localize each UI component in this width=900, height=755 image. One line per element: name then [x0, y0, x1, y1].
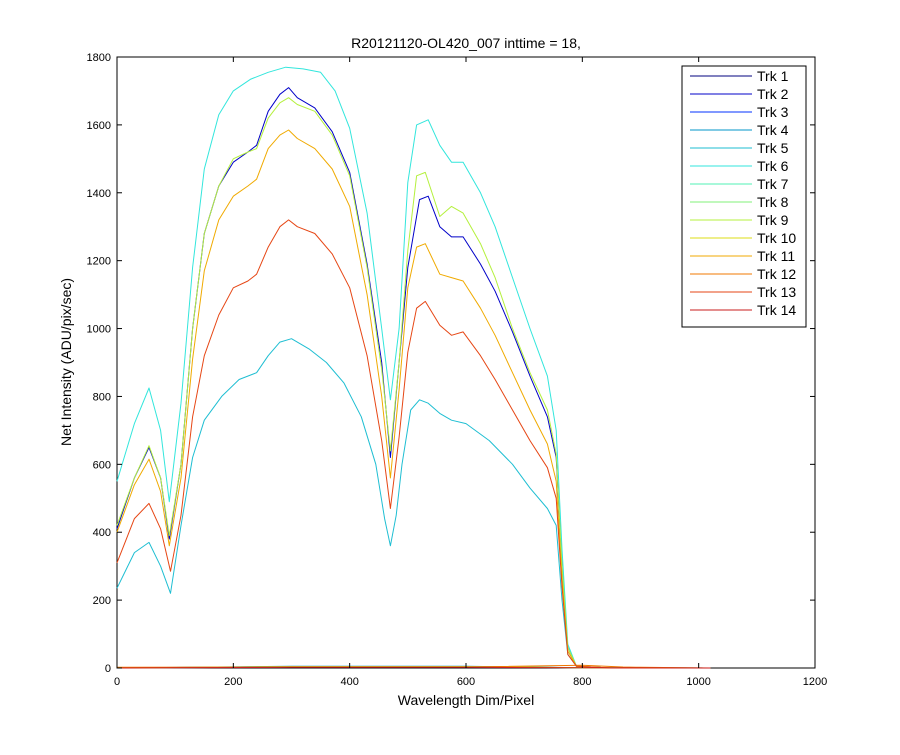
x-tick-label: 0	[114, 676, 120, 688]
legend-label-trk-14: Trk 14	[757, 302, 796, 318]
legend-label-trk-11: Trk 11	[757, 248, 795, 264]
legend-label-trk-2: Trk 2	[757, 86, 789, 102]
legend-label-trk-3: Trk 3	[757, 104, 789, 120]
legend-label-trk-8: Trk 8	[757, 194, 789, 210]
series-line-trk-11	[116, 129, 711, 669]
y-tick-label: 1000	[87, 324, 111, 336]
y-tick-label: 600	[93, 459, 111, 471]
legend-label-trk-1: Trk 1	[757, 68, 789, 84]
y-tick-label: 400	[93, 527, 111, 539]
legend-label-trk-7: Trk 7	[757, 176, 789, 192]
y-tick-label: 1600	[87, 120, 111, 132]
y-tick-label: 1800	[87, 52, 111, 64]
series-line-trk-5	[116, 338, 711, 669]
legend-items: Trk 1 Trk 2 Trk 3 Trk 4 Trk 5 Trk 6 Trk 7 Trk 8…	[690, 68, 796, 318]
legend-label-trk-6: Trk 6	[757, 158, 789, 174]
y-tick-label: 1400	[87, 188, 111, 200]
x-tick-label: 600	[457, 676, 475, 688]
series-line-trk-13	[116, 219, 711, 669]
y-tick-label: 0	[105, 663, 111, 675]
legend-label-trk-5: Trk 5	[757, 140, 789, 156]
y-tick-label: 200	[93, 595, 111, 607]
y-axis-label: Net Intensity (ADU/pix/sec)	[58, 278, 74, 446]
x-tick-label: 200	[224, 676, 242, 688]
y-tick-label: 800	[93, 391, 111, 403]
x-axis-label: Wavelength Dim/Pixel	[398, 692, 534, 708]
legend-label-trk-12: Trk 12	[757, 266, 796, 282]
legend-box	[681, 65, 807, 328]
legend-label-trk-4: Trk 4	[757, 122, 789, 138]
series-line-trk-9	[116, 97, 711, 669]
x-tick-label: 800	[573, 676, 591, 688]
legend-label-trk-9: Trk 9	[757, 212, 789, 228]
chart-title: R20121120-OL420_007 inttime = 18,	[351, 35, 581, 51]
x-axis: 0 200 400 600 800 1000 1200	[114, 57, 827, 688]
x-tick-label: 1200	[803, 676, 827, 688]
legend-label-trk-13: Trk 13	[757, 284, 796, 300]
y-axis: 0 200 400 600 800 1000 1200 1400 1600 1800	[87, 52, 815, 675]
x-tick-label: 400	[340, 676, 358, 688]
legend-label-trk-10: Trk 10	[757, 230, 796, 246]
series-line-trk-6	[116, 66, 711, 669]
legend: Trk 1 Trk 2 Trk 3 Trk 4 Trk 5 Trk 6 Trk 7 Trk 8…	[681, 65, 807, 328]
y-tick-label: 1200	[87, 256, 111, 268]
x-tick-label: 1000	[686, 676, 710, 688]
